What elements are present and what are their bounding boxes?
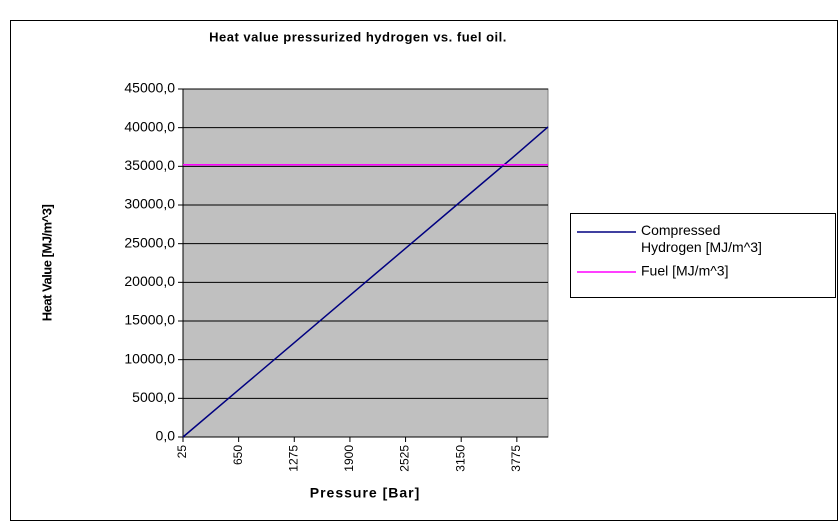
- x-tick-label: 3775: [509, 445, 523, 472]
- legend-label: Compressed Hydrogen [MJ/m^3]: [641, 222, 762, 255]
- y-tick-label: 5000,0: [132, 389, 175, 405]
- legend-box: [570, 213, 836, 298]
- legend-label: Fuel [MJ/m^3]: [641, 263, 728, 279]
- y-tick-label: 0,0: [156, 428, 176, 444]
- y-axis-label: Heat Value [MJ/m^3]: [39, 205, 54, 322]
- x-tick-label: 1275: [286, 445, 300, 472]
- x-tick-label: 1900: [342, 445, 356, 472]
- y-tick-label: 40000,0: [124, 118, 175, 134]
- y-tick-label: 30000,0: [124, 196, 175, 212]
- y-tick-label: 25000,0: [124, 234, 175, 250]
- y-tick-label: 15000,0: [124, 312, 175, 328]
- y-tick-label: 45000,0: [124, 80, 175, 96]
- x-tick-label: 2525: [398, 445, 412, 472]
- x-tick-label: 25: [175, 445, 189, 459]
- plot-area: [182, 88, 549, 438]
- x-axis-label: Pressure [Bar]: [310, 485, 421, 501]
- chart-title: Heat value pressurized hydrogen vs. fuel…: [209, 29, 507, 44]
- x-tick-label: 3150: [453, 445, 467, 472]
- y-tick-label: 35000,0: [124, 157, 175, 173]
- y-tick-label: 10000,0: [124, 350, 175, 366]
- series-line: [182, 126, 549, 438]
- x-tick-label: 650: [231, 445, 245, 465]
- y-tick-label: 20000,0: [124, 273, 175, 289]
